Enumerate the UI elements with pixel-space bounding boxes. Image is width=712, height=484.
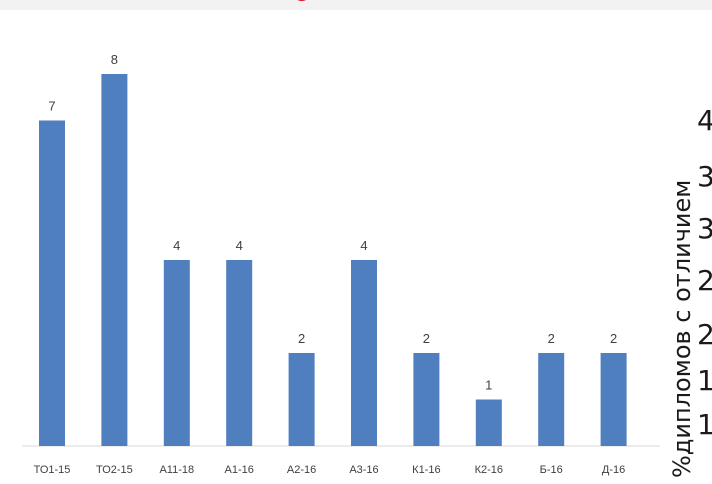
right-axis-tick-3: 2	[697, 264, 712, 297]
x-tick-label-5: А3-16	[349, 464, 378, 476]
x-tick-label-0: ТО1-15	[34, 464, 71, 476]
bar-4	[288, 353, 315, 446]
right-axis-tick-4: 3	[697, 212, 712, 245]
bar-5	[351, 260, 377, 446]
x-tick-label-7: К2-16	[475, 464, 503, 476]
x-tick-label-2: А11-18	[159, 464, 194, 476]
x-tick-label-9: Д-16	[602, 464, 625, 476]
data-label-9: 2	[610, 331, 617, 346]
data-label-1: 8	[111, 52, 118, 67]
data-label-2: 4	[173, 238, 180, 253]
data-label-8: 2	[548, 331, 555, 346]
data-label-3: 4	[236, 238, 243, 253]
right-axis-tick-0: 1	[697, 408, 712, 441]
bar-0	[39, 120, 65, 446]
right-axis-tick-2: 2	[697, 318, 712, 351]
bar-8	[538, 353, 565, 446]
bar-6	[413, 353, 440, 446]
x-tick-label-3: А1-16	[225, 464, 254, 476]
x-tick-label-1: ТО2-15	[96, 464, 133, 476]
x-tick-label-6: К1-16	[412, 464, 440, 476]
data-label-5: 4	[360, 238, 367, 253]
top-frame	[0, 0, 712, 10]
right-axis-tick-1: 1	[697, 364, 712, 397]
data-label-0: 7	[48, 99, 55, 114]
bar-7	[475, 399, 502, 446]
bar-9	[600, 353, 627, 446]
right-axis-tick-5: 3	[697, 160, 712, 193]
data-label-6: 2	[423, 331, 430, 346]
data-label-7: 1	[485, 378, 492, 393]
bar-2	[163, 260, 190, 446]
right-axis-tick-6: 4	[697, 104, 712, 137]
bar-1	[101, 74, 128, 446]
x-tick-label-4: А2-16	[287, 464, 316, 476]
bar-chart: 7 ТО1-15 8 ТО2-15 4 А11-18 4 А1-16 2 А2-16 4 А3-16 2…	[22, 52, 660, 476]
data-label-4: 2	[298, 331, 305, 346]
bar-3	[226, 260, 253, 446]
x-tick-label-8: Б-16	[540, 464, 563, 476]
right-axis-label: %дипломов с отличием	[668, 179, 696, 478]
